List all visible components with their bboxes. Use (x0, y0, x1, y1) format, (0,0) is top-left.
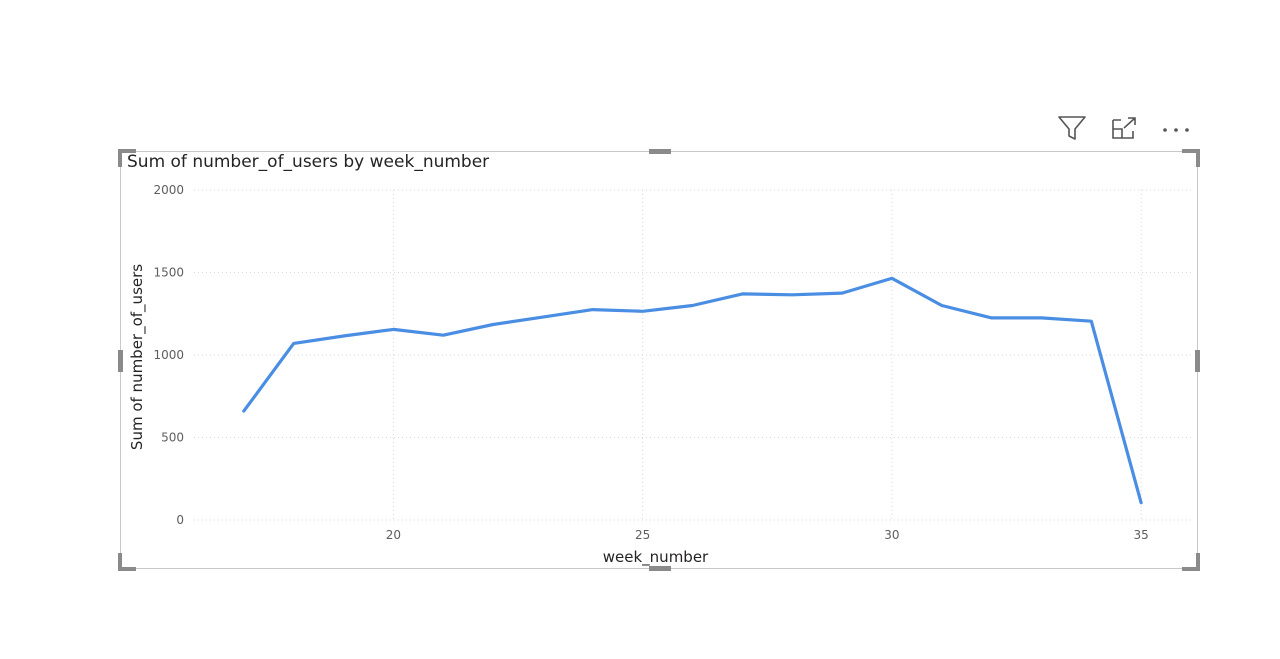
focus-mode-icon (1112, 117, 1136, 139)
filter-button[interactable] (1054, 112, 1090, 144)
y-tick-label: 2000 (153, 183, 184, 197)
focus-mode-button[interactable] (1106, 112, 1142, 144)
visual-header-toolbar (1052, 112, 1198, 144)
chart-plot: 0 500 1000 1500 2000 20 25 30 35 week_number Sum o… (128, 183, 1191, 567)
x-tick-label: 25 (635, 528, 650, 542)
more-options-button[interactable] (1158, 112, 1194, 144)
resize-handle-top-left[interactable] (118, 149, 136, 167)
line-chart-visual[interactable]: Sum of number_of_users by week_number 0 5… (118, 149, 1200, 571)
x-tick-label: 20 (386, 528, 401, 542)
resize-handle-bottom-left[interactable] (118, 553, 136, 571)
resize-handle-left[interactable] (118, 350, 123, 372)
more-options-icon (1163, 128, 1189, 132)
chart-title: Sum of number_of_users by week_number (127, 152, 490, 172)
y-tick-label: 0 (176, 513, 184, 527)
resize-handle-top-right[interactable] (1182, 149, 1200, 167)
y-tick-label: 500 (161, 431, 184, 445)
x-tick-label: 35 (1134, 528, 1149, 542)
resize-handle-bottom-right[interactable] (1182, 553, 1200, 571)
x-axis-title: week_number (603, 548, 709, 567)
x-tick-label: 30 (884, 528, 899, 542)
series-line (242, 276, 1143, 505)
y-tick-label: 1500 (153, 266, 184, 280)
resize-handle-top[interactable] (649, 149, 671, 154)
y-axis-title: Sum of number_of_users (128, 264, 147, 450)
y-tick-label: 1000 (153, 348, 184, 362)
resize-handle-right[interactable] (1195, 350, 1200, 372)
resize-handle-bottom[interactable] (649, 566, 671, 571)
filter-icon (1058, 116, 1086, 140)
